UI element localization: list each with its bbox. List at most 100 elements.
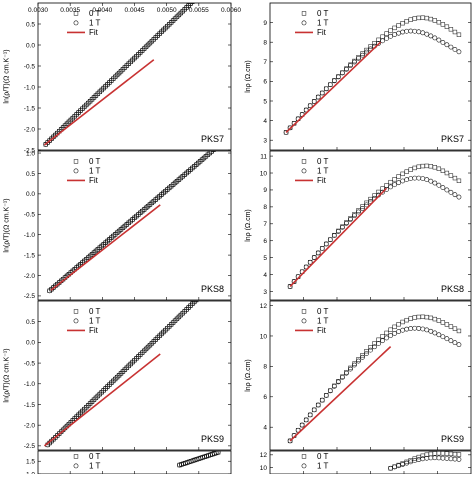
fit-line — [290, 347, 391, 441]
data-point-0t — [429, 17, 433, 21]
data-point-1t — [397, 329, 401, 333]
panel-left-pks9: -2.5-2.0-1.5-1.0-0.50.00.50 T1 TFitPKS9l… — [4, 277, 232, 450]
data-point-1t — [368, 348, 372, 352]
data-point-0t — [216, 277, 220, 281]
data-point-1t — [413, 326, 417, 330]
legend-square-icon — [302, 310, 306, 314]
data-point-1t — [421, 327, 425, 331]
data-point-1t — [409, 29, 413, 33]
data-point-0t — [381, 35, 385, 39]
data-point-1t — [380, 339, 384, 343]
legend-circle-icon — [302, 21, 306, 25]
data-point-1t — [437, 183, 441, 187]
data-point-1t — [340, 375, 344, 379]
data-point-1t — [441, 40, 445, 44]
legend-label: Fit — [89, 28, 99, 37]
y-axis-title: lnρ (Ω.cm) — [245, 60, 252, 93]
legend-square-icon — [302, 12, 306, 16]
data-point-1t — [304, 418, 308, 422]
data-point-0t — [457, 33, 461, 37]
legend-label: Fit — [89, 176, 99, 185]
y-tick-label: 4 — [263, 272, 267, 279]
series-layer — [177, 450, 220, 467]
y-tick-label: -1.5 — [24, 105, 36, 112]
data-point-0t — [437, 20, 441, 24]
y-tick-label: -1.0 — [24, 84, 36, 91]
data-point-0t — [401, 172, 405, 176]
data-point-1t — [457, 343, 461, 347]
data-point-1t — [441, 335, 445, 339]
series-layer — [47, 143, 221, 293]
data-point-1t — [356, 210, 360, 214]
data-point-1t — [352, 60, 356, 64]
y-tick-label: -2.5 — [24, 293, 36, 300]
y-tick-label: 1.5 — [26, 459, 35, 466]
data-point-1t — [405, 178, 409, 182]
legend-label: 0 T — [89, 157, 101, 166]
data-point-0t — [445, 452, 449, 456]
data-point-0t — [437, 451, 441, 455]
legend-label: 1 T — [89, 19, 101, 28]
data-point-0t — [453, 452, 457, 456]
data-point-1t — [401, 328, 405, 332]
data-point-0t — [413, 166, 417, 170]
data-point-0t — [393, 26, 397, 30]
data-point-1t — [453, 341, 457, 345]
data-point-0t — [389, 29, 393, 33]
y-tick-label: 0.5 — [26, 171, 35, 178]
data-point-1t — [421, 31, 425, 35]
data-point-1t — [457, 195, 461, 199]
data-point-1t — [316, 95, 320, 99]
data-point-0t — [449, 174, 453, 178]
data-point-1t — [320, 398, 324, 402]
legend-label: 0 T — [89, 9, 101, 18]
y-tick-label: 3 — [263, 138, 267, 145]
data-point-0t — [429, 316, 433, 320]
data-point-1t — [433, 36, 437, 40]
data-point-0t — [417, 16, 421, 20]
y-tick-label: -2.5 — [24, 443, 36, 450]
y-tick-label: -2.0 — [24, 273, 36, 280]
data-point-0t — [449, 27, 453, 31]
legend-label: 1 T — [317, 167, 329, 176]
data-point-0t — [196, 296, 200, 300]
data-point-1t — [393, 331, 397, 335]
legend-square-icon — [74, 310, 78, 314]
legend-label: 0 T — [317, 157, 329, 166]
panel-tag: PKS9 — [201, 434, 224, 444]
y-tick-label: 10 — [260, 333, 268, 340]
data-point-0t — [437, 319, 441, 323]
data-point-1t — [433, 181, 437, 185]
data-point-0t — [449, 452, 453, 456]
data-point-1t — [417, 176, 421, 180]
data-point-1t — [389, 185, 393, 189]
y-tick-label: 3 — [263, 289, 267, 296]
data-point-1t — [425, 32, 429, 36]
data-point-0t — [429, 452, 433, 456]
data-point-1t — [453, 193, 457, 197]
fit-line — [44, 354, 160, 446]
legend-label: 1 T — [317, 462, 329, 471]
data-point-1t — [401, 30, 405, 34]
data-point-0t — [393, 177, 397, 181]
legend-circle-icon — [74, 21, 78, 25]
data-point-1t — [380, 39, 384, 43]
data-point-1t — [445, 43, 449, 47]
y-axis-title: ln(ρ/T)(Ω cm.K⁻¹) — [4, 198, 11, 252]
data-point-0t — [417, 315, 421, 319]
y-tick-label: 6 — [263, 394, 267, 401]
data-point-0t — [389, 328, 393, 332]
y-axis-title: ln(ρ/T)(Ω cm.K⁻¹) — [4, 49, 11, 103]
data-point-0t — [449, 325, 453, 329]
data-point-1t — [312, 255, 316, 259]
data-point-1t — [324, 242, 328, 246]
data-point-0t — [421, 315, 425, 319]
data-point-1t — [421, 457, 425, 461]
y-axis-title: lnρ (Ω.cm) — [245, 359, 252, 392]
data-point-1t — [344, 371, 348, 375]
data-point-1t — [437, 333, 441, 337]
data-point-0t — [433, 165, 437, 169]
legend-label: 0 T — [317, 452, 329, 461]
